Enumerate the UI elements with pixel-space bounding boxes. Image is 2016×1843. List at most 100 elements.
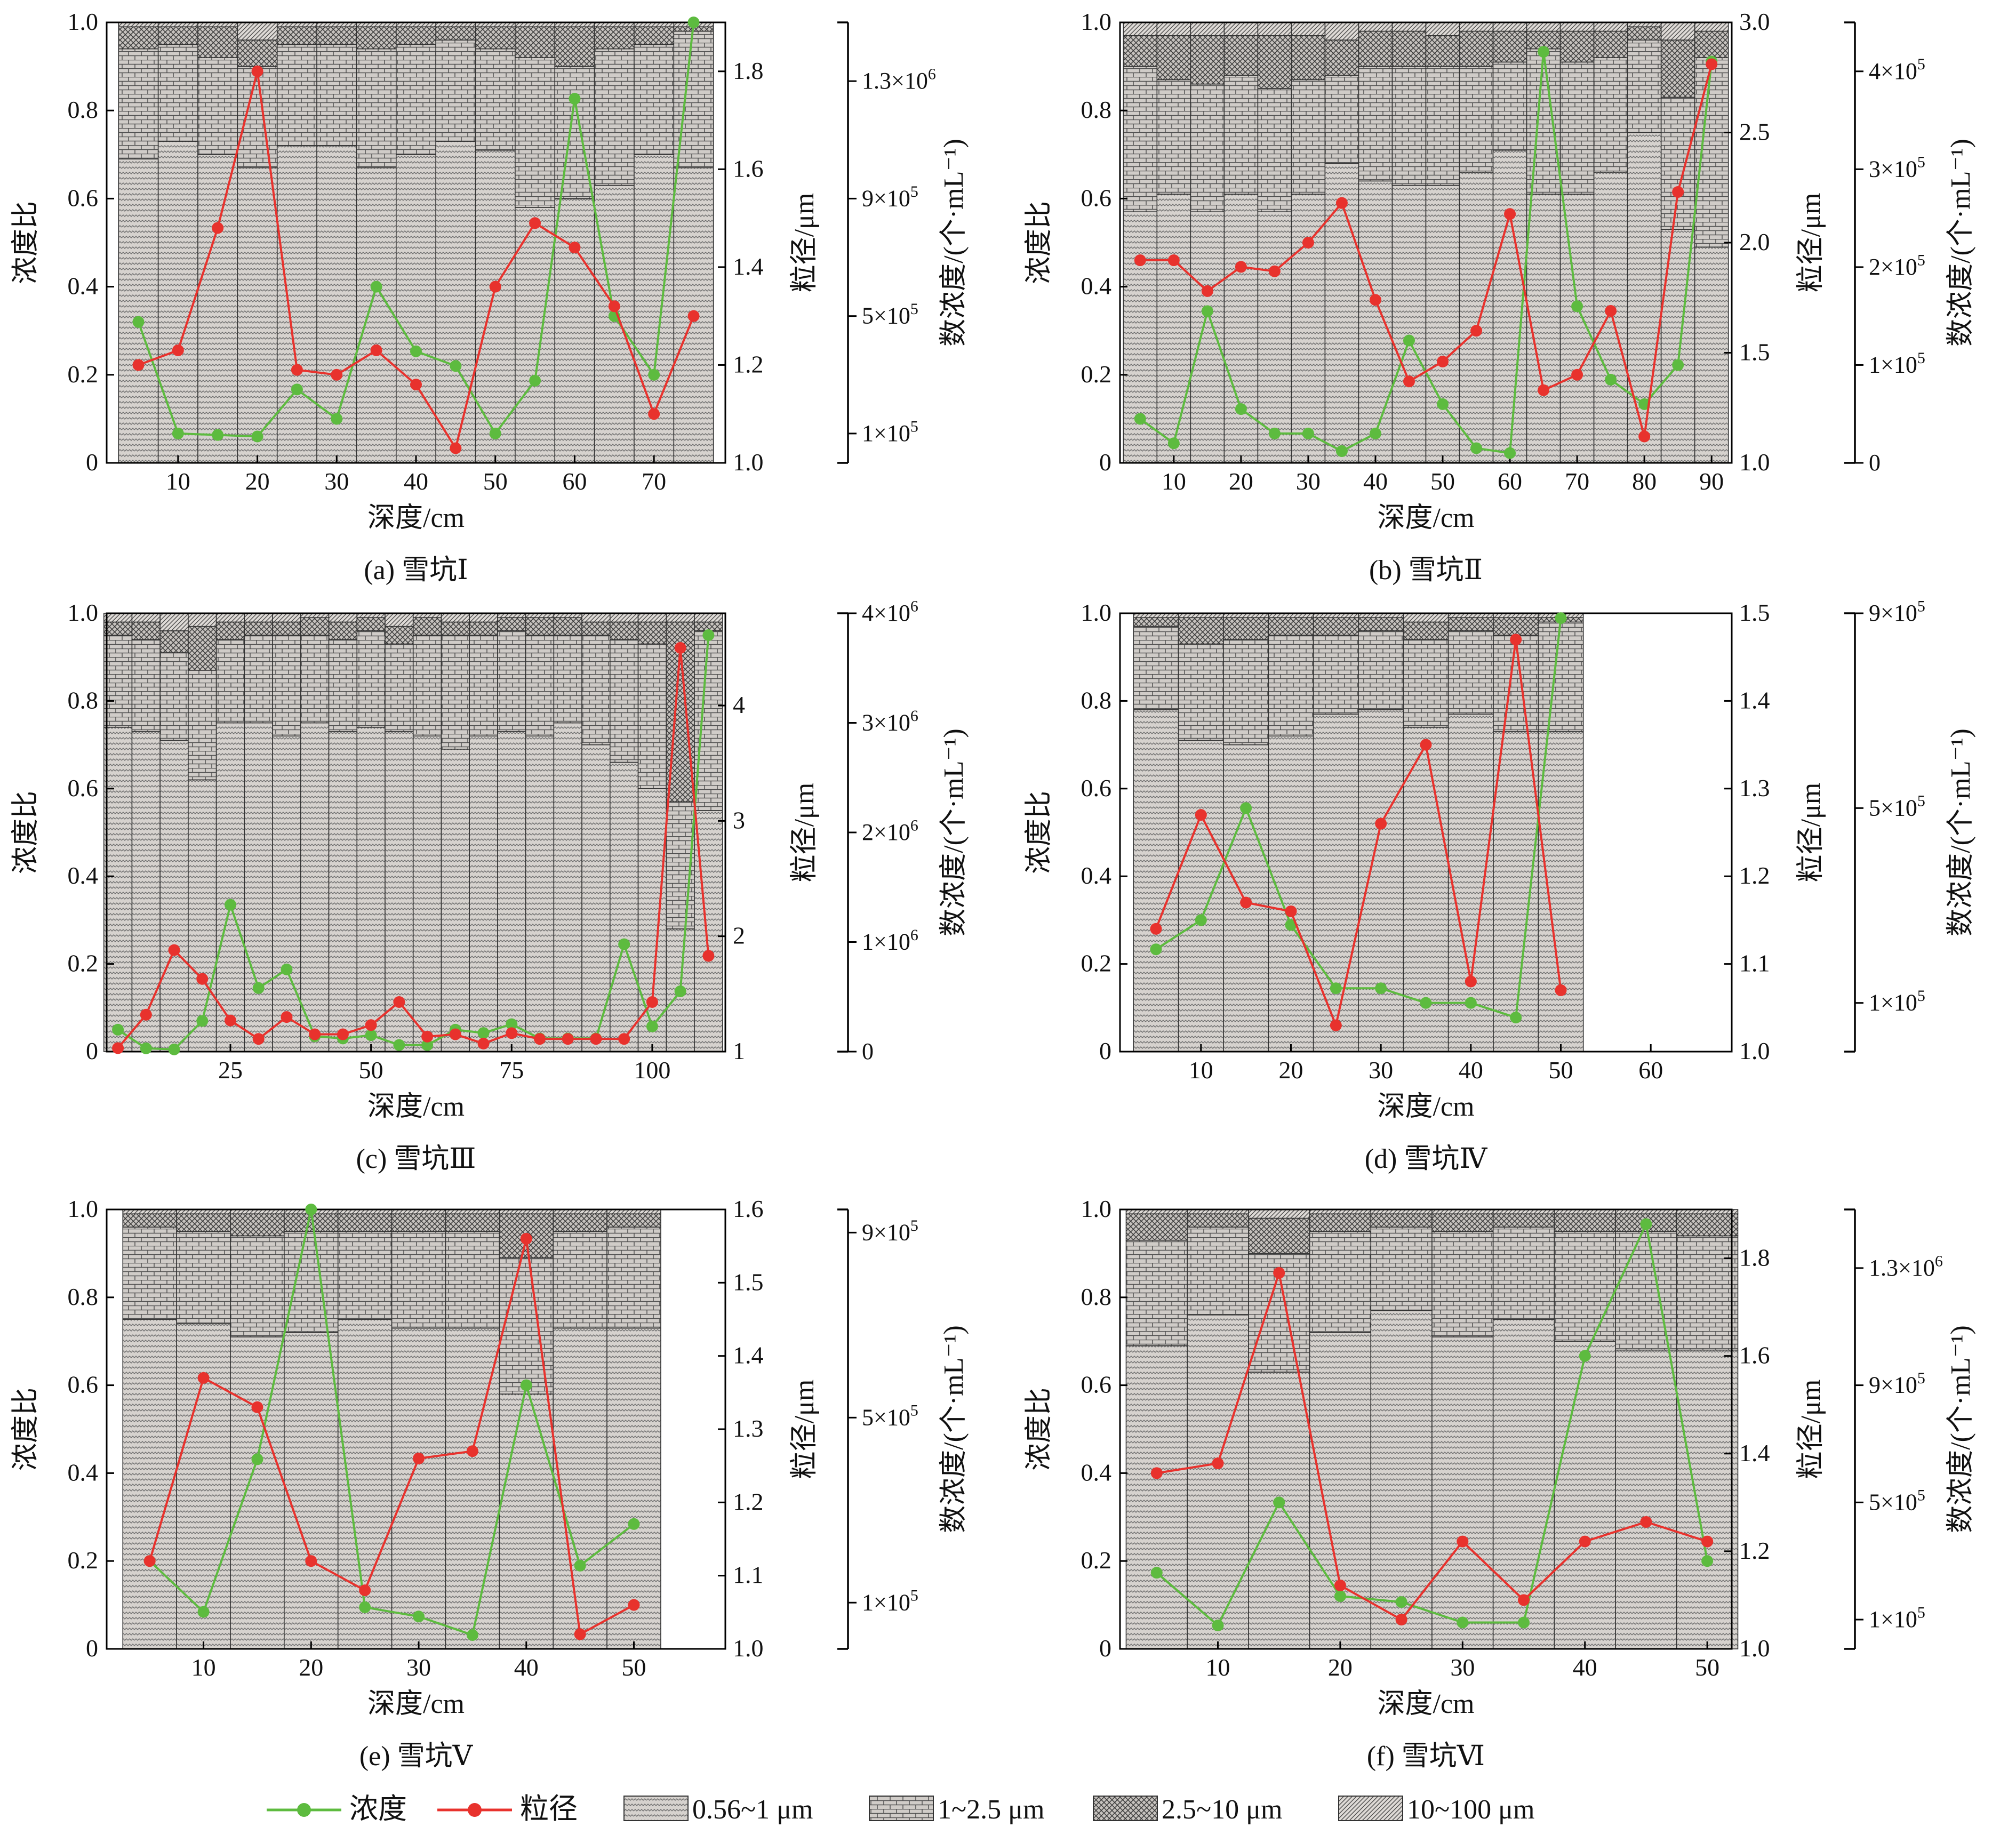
concentration-point [1150, 1567, 1163, 1579]
bar-segment [276, 145, 317, 463]
concentration-line [1156, 1220, 1709, 1628]
size-point [1285, 905, 1297, 917]
bar-segment [1123, 211, 1158, 463]
bar-segment [1559, 194, 1595, 463]
y2-tick-label: 1.4 [733, 1342, 764, 1369]
chart-panel: 0 0.2 0.4 0.6 0.8 1.0 10 20 30 40 50 60 70 1.0 1.2 1.4 1… [11, 8, 969, 586]
concentration-point [331, 413, 343, 425]
size-point [1167, 254, 1180, 267]
concentration-point [251, 1453, 263, 1465]
size-point [1201, 285, 1213, 297]
x-tick-label: 20 [245, 468, 270, 495]
size-point [1302, 237, 1314, 249]
y-tick-label: 1.0 [68, 8, 99, 35]
y-tick-label: 0.8 [68, 1283, 99, 1310]
x-tick-label: 30 [1450, 1654, 1475, 1681]
concentration-series [112, 629, 715, 1055]
y-tick-label: 1.0 [1081, 1195, 1112, 1222]
bar-segment [1291, 35, 1326, 81]
concentration-series [1150, 612, 1567, 1024]
bar-segment [581, 621, 611, 636]
bar-segment [1125, 1239, 1188, 1347]
concentration-point [450, 360, 462, 372]
bar-segment [1676, 1349, 1739, 1649]
bar-segment [1268, 635, 1314, 736]
bar-segment [188, 779, 217, 1052]
concentration-point [1518, 1616, 1530, 1629]
stacked-bars [1133, 613, 1584, 1052]
concentration-line [1155, 618, 1562, 1019]
bar-segment [237, 22, 278, 41]
concentration-point [291, 383, 303, 396]
bar-segment [1313, 617, 1359, 636]
bar-segment [1358, 709, 1404, 1052]
bar-segment [1676, 1235, 1739, 1351]
bar-segment [1559, 22, 1595, 32]
x-tick-label: 25 [218, 1056, 243, 1084]
bar-segment [1627, 26, 1662, 41]
legend-concentration-label: 浓度 [349, 1793, 407, 1825]
y-axis-label: 浓度比 [1024, 201, 1054, 284]
concentration-point [252, 982, 265, 994]
bar-segment [1492, 61, 1527, 151]
size-point [1706, 58, 1718, 70]
concentration-point [1465, 997, 1477, 1009]
bar-segment [122, 1227, 177, 1320]
bar-segment [499, 1393, 554, 1649]
bar-segment [1309, 1231, 1372, 1333]
size-point [1212, 1457, 1224, 1470]
size-point [1457, 1535, 1469, 1548]
bar-segment [515, 26, 556, 58]
bar-segment [525, 635, 555, 736]
y3-tick-label: 3×105 [1869, 154, 1925, 182]
x-tick-label: 75 [499, 1056, 524, 1084]
bar-segment [606, 1213, 661, 1228]
bar-segment [118, 48, 159, 159]
size-series [112, 642, 715, 1054]
size-point [337, 1028, 349, 1040]
stacked-bars [122, 1209, 661, 1649]
y2-tick-label: 1.6 [733, 1195, 764, 1222]
size-point [1437, 356, 1449, 368]
bar-segment [1190, 35, 1225, 85]
size-point [1672, 186, 1684, 198]
concentration-point [646, 1020, 658, 1032]
panel-caption: (e) 雪坑Ⅴ [359, 1741, 474, 1772]
concentration-point [489, 427, 501, 439]
size-point [1150, 1467, 1163, 1479]
bar-segment [581, 744, 611, 1052]
y2-tick-label: 1.1 [1739, 950, 1770, 977]
size-point [1518, 1594, 1530, 1606]
size-point [370, 344, 382, 356]
concentration-point [1638, 398, 1651, 410]
plot-frame [1119, 612, 1733, 1053]
bar-segment [197, 154, 238, 463]
y3-tick-label: 9×105 [862, 183, 918, 212]
bar-segment [1526, 22, 1561, 32]
panel-caption: (d) 雪坑Ⅳ [1365, 1144, 1488, 1174]
bar-segment [188, 626, 217, 671]
bar-segment [131, 731, 161, 1052]
bar-segment [1554, 1213, 1616, 1232]
x-tick-label: 50 [622, 1654, 646, 1681]
y3-tick-label: 5×105 [1869, 1487, 1925, 1516]
bar-segment [276, 26, 317, 45]
bar-segment [1178, 643, 1224, 741]
concentration-line [149, 1209, 635, 1637]
y3-axis-label: 数浓度/(个·mL⁻¹) [1946, 728, 1976, 936]
bar-segment [1554, 1231, 1616, 1342]
concentration-point [1420, 997, 1432, 1009]
y-tick-label: 0.6 [68, 1371, 99, 1398]
y2-tick-label: 1.6 [1739, 1342, 1770, 1369]
bar-segment [103, 621, 133, 636]
concentration-point [574, 1559, 586, 1572]
concentration-point [1273, 1496, 1285, 1509]
y-tick-label: 0.4 [68, 862, 99, 889]
concentration-point [648, 368, 660, 381]
chart-panel: 0 0.2 0.4 0.6 0.8 1.0 10 20 30 40 50 60 1.0 1.1 1.2 1.3… [1024, 597, 1976, 1174]
y3-tick-label: 1.3×106 [1869, 1252, 1943, 1281]
bar-segment [1313, 714, 1359, 1052]
x-axis-label: 深度/cm [367, 1092, 465, 1122]
plot-frame [1119, 1208, 1733, 1650]
